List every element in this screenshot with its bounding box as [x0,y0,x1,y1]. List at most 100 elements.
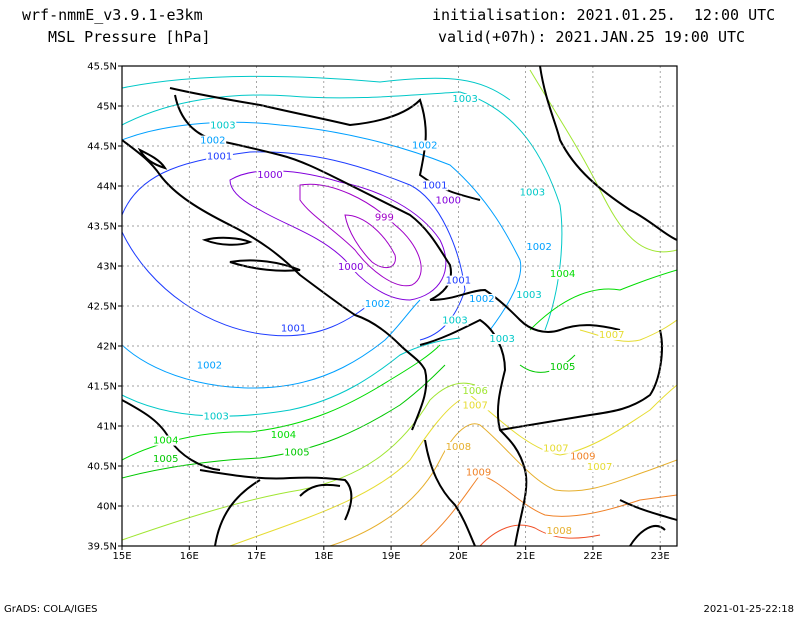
isobar-label: 1001 [207,152,232,163]
contour-label-bg [202,411,230,422]
isobar-label: 1007 [599,330,624,341]
contour-label-bg [441,315,469,326]
contour-label-bg [283,447,311,458]
contour-label-bg [256,170,284,180]
contour-label-bg [586,462,614,472]
isobar-label: 1004 [153,436,178,447]
isobar-label: 1008 [446,442,471,453]
coastline-adriatic-east [122,139,428,431]
contour-label-bg [364,298,392,309]
border-mk-gr [499,329,663,431]
y-tick-label: 44.5N [87,142,117,153]
isobar-layer [122,69,677,546]
isobar-1009 [419,474,677,546]
isobar-label: 1007 [462,400,487,411]
contour-label-bg [515,290,543,300]
isobar-1003-south [122,337,461,417]
isobar-1010 [479,524,601,546]
contour-label-layer: 1003100310021001100010021001100099910031… [152,94,626,537]
contour-label-bg [549,362,577,372]
isobar-label: 1002 [200,136,225,147]
isobar-label: 1008 [547,526,572,537]
isobar-label: 1002 [365,299,390,310]
contour-label-bg [468,294,496,304]
isobar-1007-east [579,319,677,342]
isobar-label: 1007 [587,462,612,473]
isobar-label: 1002 [526,242,551,253]
x-tick-label: 20E [449,551,468,562]
isobar-label: 1004 [271,430,296,441]
isobar-label: 1001 [446,276,471,287]
y-tick-label: 40N [97,502,117,513]
isobar-label: 1000 [436,196,461,207]
isobar-label: 1003 [520,188,545,199]
isobar-label: 1005 [550,362,575,373]
isobar-label: 1003 [516,290,541,301]
map-background [122,66,677,546]
isobar-label: 999 [375,212,394,223]
contour-label-bg [461,386,489,396]
contour-label-bg [280,323,307,334]
isobar-1002-sw [122,299,421,389]
x-tick-label: 18E [314,551,333,562]
contour-label-bg [374,212,395,223]
isobar-999 [299,183,422,287]
isobar-label: 1005 [284,448,309,459]
map-frame [121,65,678,547]
isobar-label: 1009 [466,468,491,479]
contour-label-bg [569,451,597,462]
contour-label-bg [152,454,180,464]
initialisation-time: initialisation: 2021.01.25. 12:00 UTC [432,6,776,24]
field-title: MSL Pressure [hPa] [48,28,211,46]
border-serbia-east [539,66,677,241]
y-tick-label: 41N [97,422,117,433]
x-tick-label: 16E [180,551,199,562]
border-north [169,87,481,201]
x-tick-label: 22E [583,551,602,562]
isobar-1003-north [122,91,563,331]
isobar-1008 [329,423,677,546]
isobar-1001-south [122,231,376,337]
contour-label-bg [451,94,479,104]
isobar-label: 1005 [153,454,178,465]
contour-label-bg [196,360,223,371]
contour-label-bg [549,269,577,280]
contour-label-bg [270,430,297,440]
isobar-label: 1003 [452,94,477,105]
island-2 [229,259,301,272]
grads-credit: GrADS: COLA/IGES [4,604,98,615]
isobar-1001 [122,151,466,341]
contour-label-bg [465,467,492,478]
contour-label-bg [542,443,570,454]
isobar-label: 1000 [257,170,282,181]
y-tick-label: 41.5N [87,382,117,393]
x-tick-label: 17E [247,551,266,562]
contour-label-bg [461,400,489,411]
contour-label-bg [444,275,472,286]
isobar-label: 1002 [469,294,494,305]
contour-label-bg [152,435,180,446]
isobar-label: 1000 [338,262,363,273]
contour-label-bg [199,135,227,146]
border-kosovo [429,288,621,333]
contour-label-bg [434,195,462,206]
isobar-label: 1003 [210,120,235,131]
isobar-label: 1001 [281,324,306,335]
y-tick-label: 43.5N [87,222,117,233]
isobar-label: 1003 [442,316,467,327]
contour-label-bg [209,120,237,131]
y-tick-label: 44N [97,182,117,193]
contour-label-bg [545,526,573,536]
island-1 [201,236,253,246]
contour-label-bg [206,151,233,162]
isobar-1006 [122,69,677,541]
y-tick-label: 40.5N [87,462,117,473]
contour-label-bg [444,442,472,452]
contour-label-bg [518,187,546,198]
x-tick-label: 23E [651,551,670,562]
isobar-label: 1003 [203,412,228,423]
y-tick-label: 39.5N [87,542,117,553]
isobar-label: 1001 [422,180,447,191]
contour-label-bg [525,242,553,252]
